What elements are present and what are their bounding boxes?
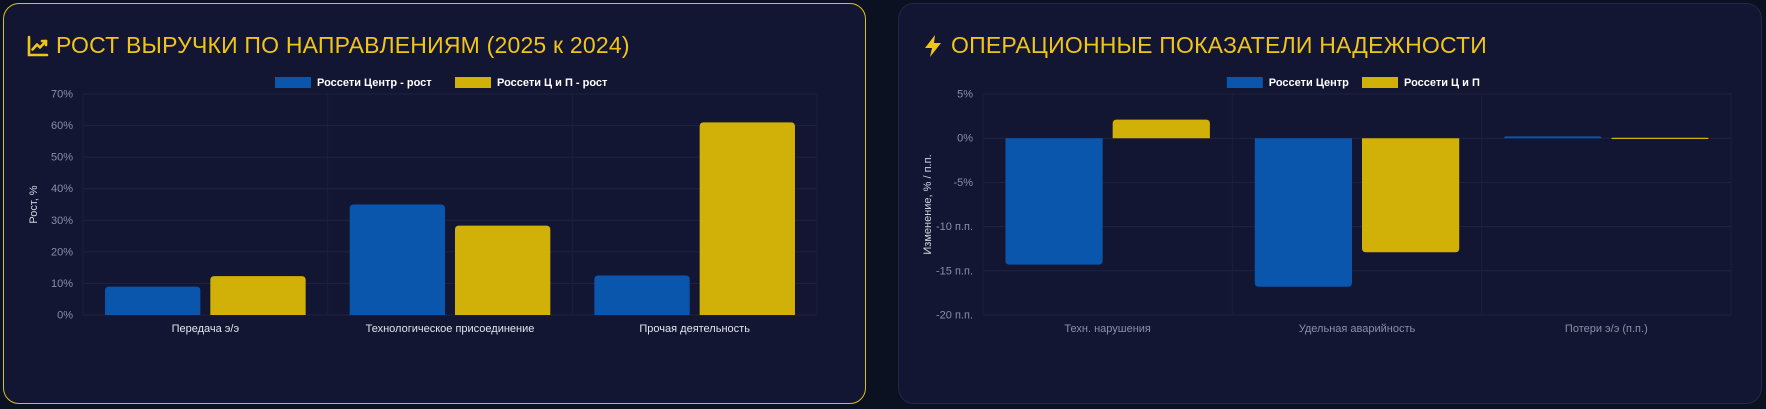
y-tick-label: 0% [57, 310, 73, 322]
y-axis-label: Рост, % [28, 185, 40, 223]
x-tick-label: Технологическое присоединение [366, 323, 535, 335]
x-tick-label: Удельная аварийность [1299, 323, 1416, 335]
y-tick-label: -15 п.п. [936, 265, 973, 277]
y-tick-label: -5% [953, 177, 973, 189]
legend-swatch [275, 77, 311, 88]
legend-label: Россети Ц и П - рост [497, 77, 608, 89]
y-tick-label: 50% [51, 152, 73, 164]
revenue-growth-chart: 0% 10% 20% 30% 40% 50% 60% 70% Рост, % Россети Це… [28, 77, 818, 335]
legend-label: Россети Центр [1269, 77, 1349, 89]
bar [105, 286, 201, 315]
x-tick-label: Потери э/э (п.п.) [1565, 323, 1648, 335]
panel-title-text: РОСТ ВЫРУЧКИ ПО НАПРАВЛЕНИЯМ (2025 к 202… [56, 32, 630, 58]
reliability-title: ОПЕРАЦИОННЫЕ ПОКАЗАТЕЛИ НАДЕЖНОСТИ [921, 32, 1487, 59]
y-tick-label: 30% [51, 215, 73, 227]
bar [1254, 138, 1352, 287]
y-tick-label: 0% [957, 133, 973, 145]
bar [349, 204, 445, 315]
legend-swatch [455, 77, 491, 88]
y-tick-label: 40% [51, 183, 73, 195]
y-tick-label: 60% [51, 120, 73, 132]
lightning-icon [925, 34, 941, 57]
reliability-chart: 5% 0% -5% -10 п.п. -15 п.п. -20 п.п. Изменение… [922, 77, 1732, 335]
bar [210, 276, 306, 315]
legend-swatch [1226, 77, 1263, 88]
y-tick-label: 70% [51, 89, 73, 101]
y-axis-label: Изменение, % / п.п. [922, 154, 934, 254]
legend-label: Россети Центр - рост [317, 77, 432, 89]
bar [1504, 136, 1602, 139]
y-tick-label: -10 п.п. [936, 221, 973, 233]
bar [699, 122, 795, 316]
bar [594, 275, 690, 315]
bar [1005, 138, 1103, 265]
bar [455, 225, 551, 315]
legend-swatch [1362, 77, 1398, 88]
y-tick-label: 20% [51, 246, 73, 258]
line-chart-icon [27, 35, 49, 56]
revenue-growth-panel: РОСТ ВЫРУЧКИ ПО НАПРАВЛЕНИЯМ (2025 к 202… [3, 3, 866, 404]
bar [1112, 119, 1210, 139]
bar [1362, 138, 1460, 253]
x-tick-label: Техн. нарушения [1064, 323, 1151, 335]
revenue-growth-title: РОСТ ВЫРУЧКИ ПО НАПРАВЛЕНИЯМ (2025 к 202… [26, 32, 630, 59]
panel-title-text: ОПЕРАЦИОННЫЕ ПОКАЗАТЕЛИ НАДЕЖНОСТИ [951, 32, 1487, 58]
x-tick-label: Прочая деятельность [639, 323, 750, 335]
bar [1611, 137, 1709, 139]
y-tick-label: 5% [957, 89, 973, 101]
y-tick-label: 10% [51, 278, 73, 290]
reliability-panel: ОПЕРАЦИОННЫЕ ПОКАЗАТЕЛИ НАДЕЖНОСТИ 5% 0% -… [898, 3, 1762, 404]
legend-label: Россети Ц и П [1404, 77, 1480, 89]
x-tick-label: Передача э/э [172, 323, 240, 335]
y-tick-label: -20 п.п. [936, 310, 973, 322]
